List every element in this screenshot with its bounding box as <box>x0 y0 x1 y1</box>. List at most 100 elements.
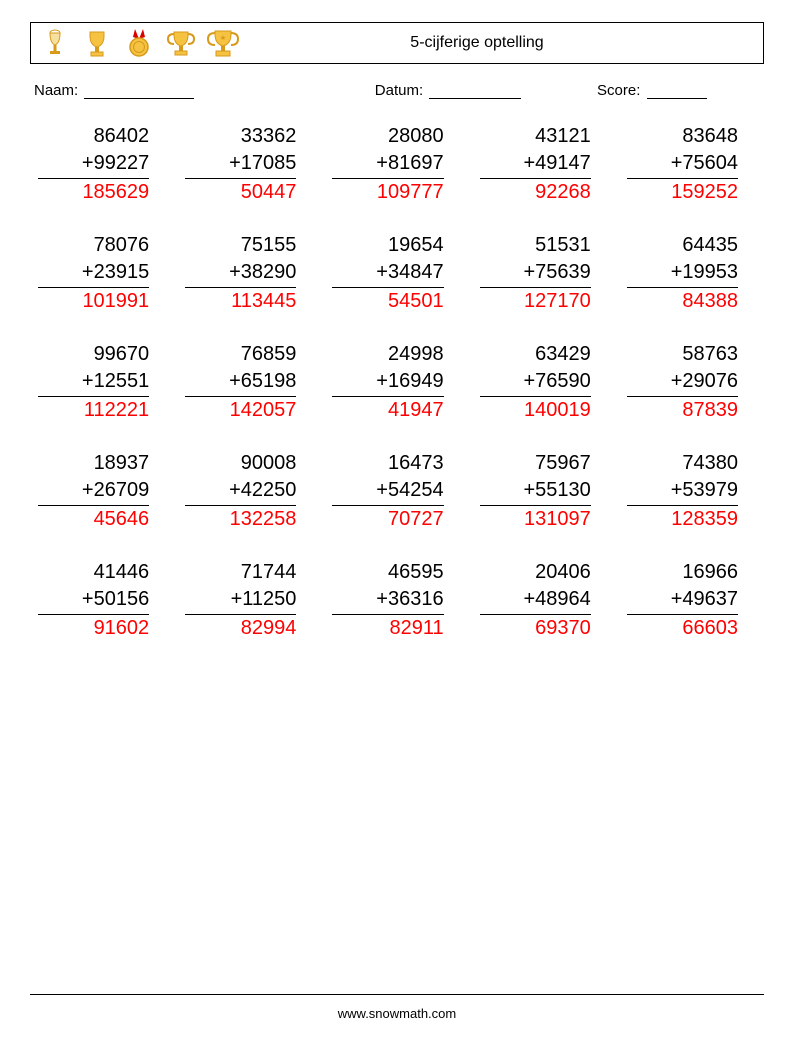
addition-problem: 58763+2907687839 <box>627 341 756 424</box>
addition-problem: 86402+99227185629 <box>38 123 167 206</box>
score-label: Score: <box>597 82 640 99</box>
addition-problem: 20406+4896469370 <box>480 559 609 642</box>
trophy-row: ★ <box>39 27 239 59</box>
operand-top: 51531 <box>480 232 591 259</box>
trophy-icon: ★ <box>207 27 239 59</box>
score-field: Score: <box>597 82 760 99</box>
operand-bottom: +16949 <box>332 368 443 397</box>
operand-bottom: +38290 <box>185 259 296 288</box>
operand-top: 86402 <box>38 123 149 150</box>
addition-problem: 64435+1995384388 <box>627 232 756 315</box>
addition-problem: 16966+4963766603 <box>627 559 756 642</box>
operand-top: 19654 <box>332 232 443 259</box>
answer: 101991 <box>38 288 149 315</box>
operand-top: 24998 <box>332 341 443 368</box>
operand-bottom: +49637 <box>627 586 738 615</box>
worksheet-title: 5-cijferige optelling <box>239 34 755 52</box>
answer: 131097 <box>480 506 591 533</box>
operand-bottom: +75604 <box>627 150 738 179</box>
operand-bottom: +65198 <box>185 368 296 397</box>
operand-bottom: +23915 <box>38 259 149 288</box>
operand-bottom: +53979 <box>627 477 738 506</box>
operand-top: 75967 <box>480 450 591 477</box>
addition-problem: 19654+3484754501 <box>332 232 461 315</box>
answer: 109777 <box>332 179 443 206</box>
operand-bottom: +99227 <box>38 150 149 179</box>
operand-bottom: +75639 <box>480 259 591 288</box>
date-label: Datum: <box>375 82 423 99</box>
trophy-icon <box>39 27 71 59</box>
answer: 82911 <box>332 615 443 642</box>
answer: 50447 <box>185 179 296 206</box>
operand-bottom: +81697 <box>332 150 443 179</box>
answer: 140019 <box>480 397 591 424</box>
operand-bottom: +11250 <box>185 586 296 615</box>
worksheet-header: ★ 5-cijferige optelling <box>30 22 764 64</box>
medal-icon <box>123 27 155 59</box>
operand-top: 41446 <box>38 559 149 586</box>
operand-bottom: +29076 <box>627 368 738 397</box>
operand-top: 90008 <box>185 450 296 477</box>
operand-top: 58763 <box>627 341 738 368</box>
answer: 41947 <box>332 397 443 424</box>
operand-top: 71744 <box>185 559 296 586</box>
addition-problem: 83648+75604159252 <box>627 123 756 206</box>
operand-top: 83648 <box>627 123 738 150</box>
addition-problem: 71744+1125082994 <box>185 559 314 642</box>
footer-text: www.snowmath.com <box>0 1006 794 1021</box>
answer: 113445 <box>185 288 296 315</box>
svg-text:★: ★ <box>220 34 226 42</box>
answer: 87839 <box>627 397 738 424</box>
addition-problem: 74380+53979128359 <box>627 450 756 533</box>
operand-bottom: +36316 <box>332 586 443 615</box>
addition-problem: 76859+65198142057 <box>185 341 314 424</box>
footer-divider <box>30 994 764 995</box>
trophy-icon <box>165 27 197 59</box>
operand-bottom: +54254 <box>332 477 443 506</box>
operand-top: 16966 <box>627 559 738 586</box>
answer: 159252 <box>627 179 738 206</box>
answer: 185629 <box>38 179 149 206</box>
operand-top: 18937 <box>38 450 149 477</box>
trophy-icon <box>81 27 113 59</box>
addition-problem: 75155+38290113445 <box>185 232 314 315</box>
operand-top: 28080 <box>332 123 443 150</box>
operand-bottom: +34847 <box>332 259 443 288</box>
date-field: Datum: <box>375 82 597 99</box>
answer: 91602 <box>38 615 149 642</box>
operand-bottom: +12551 <box>38 368 149 397</box>
addition-problem: 24998+1694941947 <box>332 341 461 424</box>
name-label: Naam: <box>34 82 78 99</box>
answer: 142057 <box>185 397 296 424</box>
answer: 69370 <box>480 615 591 642</box>
date-blank <box>429 83 521 99</box>
operand-top: 43121 <box>480 123 591 150</box>
problems-grid: 86402+9922718562933362+170855044728080+8… <box>30 123 764 642</box>
answer: 128359 <box>627 506 738 533</box>
answer: 132258 <box>185 506 296 533</box>
operand-top: 75155 <box>185 232 296 259</box>
answer: 127170 <box>480 288 591 315</box>
operand-top: 78076 <box>38 232 149 259</box>
answer: 112221 <box>38 397 149 424</box>
answer: 70727 <box>332 506 443 533</box>
addition-problem: 28080+81697109777 <box>332 123 461 206</box>
operand-top: 46595 <box>332 559 443 586</box>
operand-bottom: +42250 <box>185 477 296 506</box>
score-blank <box>647 83 707 99</box>
operand-top: 74380 <box>627 450 738 477</box>
answer: 84388 <box>627 288 738 315</box>
operand-top: 63429 <box>480 341 591 368</box>
addition-problem: 18937+2670945646 <box>38 450 167 533</box>
operand-top: 99670 <box>38 341 149 368</box>
answer: 92268 <box>480 179 591 206</box>
operand-bottom: +17085 <box>185 150 296 179</box>
info-row: Naam: Datum: Score: <box>30 82 764 99</box>
operand-bottom: +48964 <box>480 586 591 615</box>
addition-problem: 75967+55130131097 <box>480 450 609 533</box>
answer: 66603 <box>627 615 738 642</box>
operand-bottom: +50156 <box>38 586 149 615</box>
addition-problem: 99670+12551112221 <box>38 341 167 424</box>
operand-bottom: +19953 <box>627 259 738 288</box>
operand-bottom: +76590 <box>480 368 591 397</box>
